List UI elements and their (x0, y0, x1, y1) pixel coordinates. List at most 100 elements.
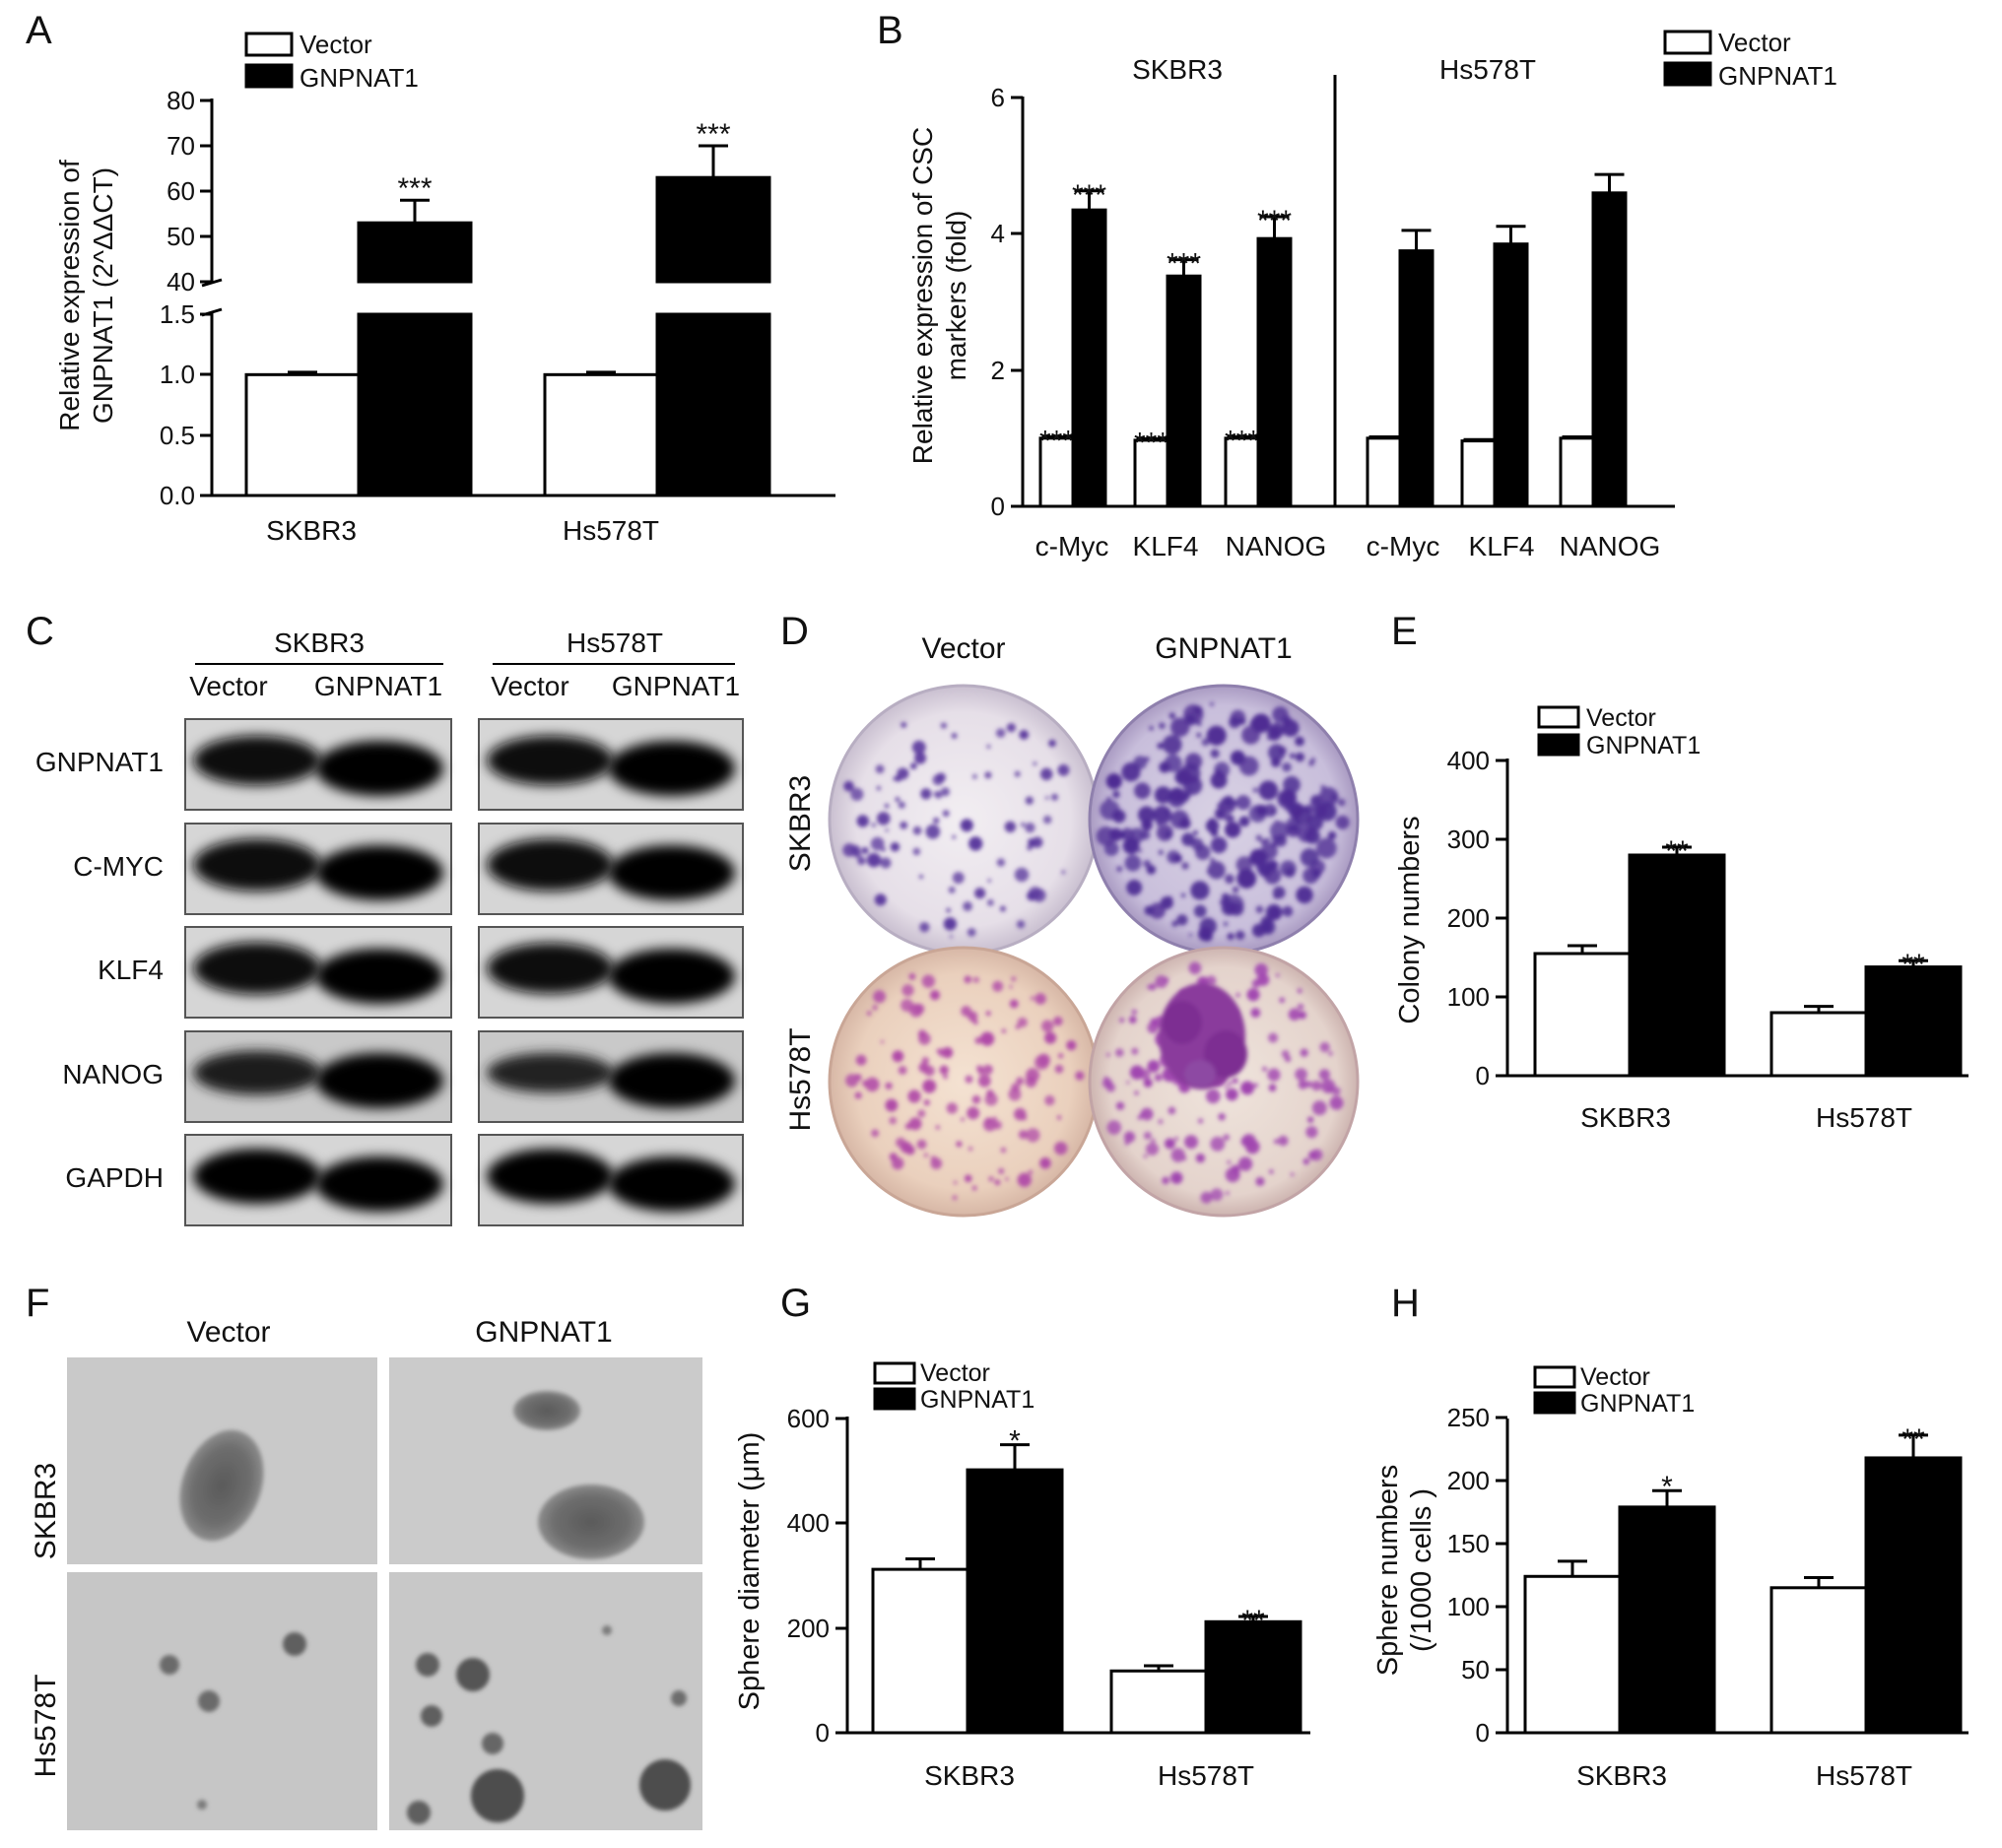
colony-dot (1302, 1157, 1310, 1165)
colony-dot (976, 1065, 983, 1072)
legend-vector-swatch (1533, 1365, 1576, 1389)
blot-band (193, 1050, 321, 1095)
colony-dot (1168, 1106, 1176, 1115)
colony-dot (1009, 999, 1019, 1009)
colony-dot (1174, 1137, 1178, 1141)
tick-label: 400 (1447, 746, 1490, 775)
colony-dot (892, 1050, 904, 1063)
legend-vector-swatch (1663, 30, 1712, 55)
bar-vector-0 (244, 372, 361, 497)
legend-vector-label: Vector (1586, 704, 1656, 732)
bar-gnpnat1-1 (1204, 1619, 1302, 1735)
colony-dot (1310, 795, 1322, 807)
colony-dot (1137, 806, 1156, 824)
colony-dot (1331, 796, 1335, 800)
colony-dot (1116, 866, 1123, 873)
colony-dot (1201, 738, 1210, 747)
colony-dot (1147, 1022, 1159, 1034)
colony-dot (918, 874, 923, 879)
colony-dot (951, 733, 958, 739)
colony-dot (1123, 1131, 1136, 1143)
colony-dot (974, 1036, 982, 1044)
blot-band (487, 1149, 614, 1204)
colony-dot (1137, 1115, 1142, 1120)
colony-dot (971, 1019, 976, 1023)
colony-dot (1151, 1138, 1156, 1144)
colony-dot (1232, 1078, 1238, 1085)
significance-label: *** (1167, 248, 1201, 281)
colony-dot (1297, 1003, 1304, 1011)
panel-letter-g: G (780, 1282, 811, 1325)
colony-dot (952, 834, 957, 839)
bar-gnpnat1-0 (1071, 208, 1107, 508)
colony-dot (1066, 1039, 1077, 1051)
y-ticks-lower-a: 0.0 0.5 1.0 1.5 (160, 299, 212, 510)
colony-dot (1030, 996, 1034, 1001)
x-category-label: SKBR3 (1576, 1760, 1667, 1791)
colony-dot (1146, 865, 1157, 875)
colony-dot (1328, 1051, 1333, 1056)
colony-dot (1131, 1047, 1139, 1055)
colony-dot (1241, 725, 1261, 745)
colony-dot (1237, 1156, 1253, 1171)
colony-dot (1154, 786, 1172, 804)
colony-dot (1017, 1172, 1032, 1187)
colony-dot (940, 722, 948, 729)
bar-gnpnat1-0 (1618, 1505, 1716, 1735)
colony-dot (1279, 997, 1286, 1004)
colony-column-label: GNPNAT1 (1155, 632, 1292, 665)
colony-dot (984, 771, 992, 779)
colony-dot (1235, 856, 1253, 874)
colony-dot (939, 1065, 949, 1075)
colony-dot (1225, 1085, 1229, 1089)
colony-dot (964, 975, 972, 984)
colony-dot (1281, 1050, 1290, 1058)
blot-cell-line-label-skbr3: SKBR3 (274, 627, 365, 658)
colony-dot (1262, 1066, 1267, 1072)
colony-dot (1162, 735, 1182, 755)
colony-dot (1210, 857, 1216, 863)
colony-dot (1100, 800, 1120, 821)
colony-dot (1229, 716, 1241, 729)
tick-label: 300 (1447, 825, 1490, 854)
colony-dot (1025, 1076, 1037, 1088)
colony-dot (1205, 819, 1220, 833)
colony-dot (961, 1117, 965, 1122)
colony-dot (1053, 1141, 1068, 1155)
colony-dot (1034, 993, 1046, 1005)
colony-dot (911, 740, 926, 755)
colony-dot (1143, 1131, 1152, 1140)
colony-dot (1050, 793, 1058, 801)
colony-dot (1134, 1090, 1139, 1095)
colony-dot (1188, 786, 1193, 791)
colony-dot (1016, 920, 1026, 929)
significance-label: *** (1257, 205, 1292, 237)
colony-dot (842, 843, 856, 857)
colony-dot (1318, 786, 1339, 807)
legend-vector-label: Vector (1718, 28, 1791, 57)
colony-dot (1124, 854, 1142, 872)
colony-dot (971, 1094, 981, 1104)
colony-dot (853, 849, 862, 859)
x-category-label: c-Myc (1035, 531, 1109, 561)
tick-label: 200 (1447, 903, 1490, 933)
blot-band (193, 838, 321, 891)
colony-dot (964, 1174, 972, 1183)
significance-label: * (1661, 1471, 1673, 1503)
colony-dot (967, 928, 976, 937)
colony-dot (1014, 770, 1021, 777)
y-ticks-e: 0 100 200 300 400 (1447, 746, 1507, 1090)
colony-dot (1269, 821, 1290, 840)
y-ticks-upper-a: 40 50 60 70 80 (167, 86, 212, 297)
colony-dot (1310, 859, 1326, 875)
colony-dot (1290, 1172, 1295, 1177)
colony-dot (1269, 1169, 1274, 1174)
colony-dot (1105, 1052, 1110, 1057)
colony-dot (1001, 1028, 1007, 1033)
blot-row-label: GAPDH (65, 1162, 164, 1193)
legend-vector-label: Vector (920, 1359, 990, 1387)
colony-dot (1240, 1081, 1255, 1095)
y-ticks-h: 0 50 100 150 200 250 (1447, 1403, 1507, 1748)
x-category-label: Hs578T (1158, 1760, 1254, 1791)
bar-gnpnat1-2 (1256, 236, 1293, 508)
